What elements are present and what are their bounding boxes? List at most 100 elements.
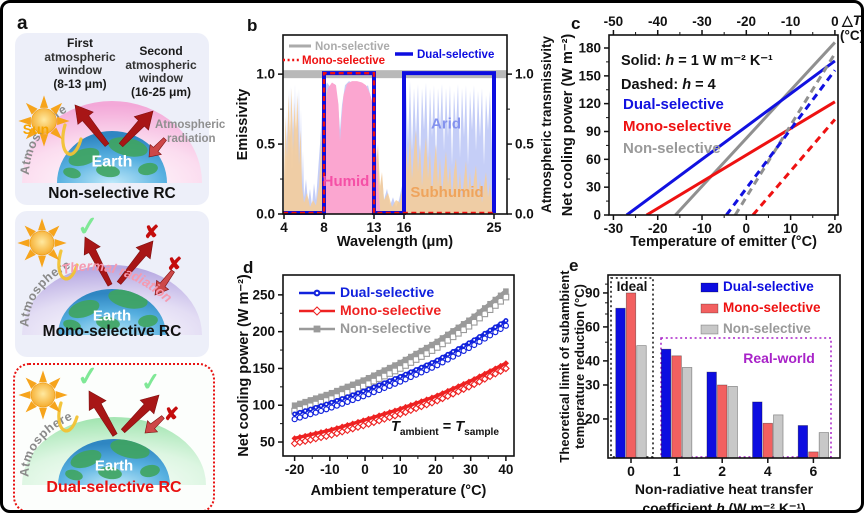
sun-ray	[18, 391, 31, 399]
real-world-region-box	[660, 337, 832, 458]
svg-text:-30: -30	[604, 221, 624, 236]
svg-text:0: 0	[361, 462, 369, 477]
svg-text:0: 0	[743, 221, 751, 236]
caption-mono-selective: Mono-selective RC	[42, 323, 182, 340]
legend-dual-selective: Dual-selective	[723, 279, 814, 294]
svg-text:8: 8	[320, 220, 328, 235]
svg-text:100: 100	[252, 398, 275, 413]
caption-non-selective: Non-selective RC	[48, 185, 176, 202]
sun-ray	[57, 116, 70, 126]
svg-text:10: 10	[393, 462, 408, 477]
first-window-line4: (8-13 μm)	[53, 76, 107, 91]
sun-ray	[54, 239, 67, 247]
svg-text:25: 25	[486, 220, 502, 235]
region-label-humid: Humid	[323, 173, 370, 190]
panel-label-e: e	[569, 256, 578, 275]
svg-text:20: 20	[585, 411, 600, 426]
chart-emissivity-spectra: 4 8 13 16 25 0.0 0.0 0.5 0.5 1.0 1.0 Wavelength (μm…	[235, 16, 554, 250]
bar-non-selective-h2	[727, 386, 738, 459]
svg-text:60: 60	[585, 319, 600, 334]
x-axis-label: Wavelength (μm)	[337, 234, 453, 250]
radiation-arrow	[154, 269, 175, 296]
panel-label-c: c	[571, 14, 580, 33]
svg-text:4: 4	[280, 220, 288, 235]
sun-ray	[39, 95, 49, 108]
radiation-arrow	[88, 390, 118, 437]
cross-icon: ✘	[164, 404, 180, 424]
y-axis-label-line2: temperature reduction (°C)	[572, 284, 587, 449]
legend-mono-selective: Mono-selective	[340, 302, 441, 318]
sun-ray	[25, 102, 38, 115]
svg-text:0: 0	[627, 463, 635, 479]
sun-icon	[31, 108, 57, 134]
radiation-arrow	[83, 236, 113, 287]
svg-text:2: 2	[718, 463, 726, 479]
x-axis-label-line2: coefficient h (W m⁻² K⁻¹)	[642, 500, 805, 513]
legend-non-selective: Non-selective	[315, 41, 390, 53]
panel-label-a: a	[17, 13, 28, 34]
svg-text:40: 40	[585, 353, 600, 368]
sun-ray	[17, 239, 30, 247]
legend-mono-selective: Mono-selective	[723, 300, 821, 315]
sun-ray	[25, 377, 37, 389]
legend-non-selective: Non-selective	[340, 320, 431, 336]
svg-text:90: 90	[585, 285, 600, 300]
second-window-line3: window	[139, 71, 183, 86]
svg-text:0: 0	[831, 14, 839, 29]
bar-non-selective-h1	[681, 367, 693, 459]
atmospheric-radiation-label: Atmospheric radiation	[155, 119, 226, 145]
card-mono-selective: Atmosphere Earth Thermal radiation ✓ ✘ ✘ M…	[15, 210, 209, 357]
caption-dual-selective: Dual-selective RC	[46, 479, 182, 496]
cross-icon: ✘	[144, 222, 160, 242]
svg-text:0: 0	[593, 208, 601, 223]
chart-cooling-power-vs-emitter-temp: -30-50-20-40-10-300-2010-102000306090120…	[560, 12, 861, 250]
svg-text:150: 150	[578, 68, 601, 83]
earth-label: Earth	[92, 153, 133, 170]
second-window-label: Second atmospheric window (16-25 μm)	[117, 44, 205, 99]
svg-text:0.0: 0.0	[515, 207, 534, 222]
svg-text:90: 90	[586, 124, 601, 139]
spectrum-humid	[322, 81, 381, 214]
svg-text:-20: -20	[285, 462, 305, 477]
svg-text:150: 150	[252, 361, 275, 376]
first-window-label: First atmospheric window (8-13 μm)	[37, 36, 123, 91]
sun-ray	[38, 218, 46, 231]
svg-text:-30: -30	[692, 14, 712, 29]
annotation-dashed-h4: Dashed: h = 4	[621, 77, 716, 93]
legend-mono-selective: Mono-selective	[302, 55, 385, 67]
y-axis-label-left: Emissivity	[235, 89, 251, 161]
svg-text:16: 16	[396, 220, 412, 235]
earth-label: Earth	[93, 307, 131, 324]
svg-text:13: 13	[366, 220, 382, 235]
chart-temperature-reduction-bars: Ideal Real-world 20 30 40 60 90 0 1 2 4 6 Non-radiat…	[557, 256, 841, 513]
svg-text:4: 4	[764, 463, 772, 479]
second-window-line4: (16-25 μm)	[130, 84, 192, 99]
y-axis-label-right: Atmospheric transmissivity	[539, 35, 554, 213]
bar-non-selective-h6	[818, 432, 829, 459]
line-mono-selective-h4	[751, 118, 837, 215]
svg-text:180: 180	[578, 40, 601, 55]
sun-icon	[30, 382, 56, 408]
region-label-subhumid: Subhumid	[410, 184, 483, 201]
second-window-line2: atmospheric	[125, 57, 197, 72]
sun-ray	[39, 134, 49, 147]
non-selective-emissivity-band	[283, 70, 507, 79]
sun-ray	[50, 102, 63, 115]
line-non-selective-h4	[733, 52, 837, 215]
sun-ray	[39, 370, 47, 383]
svg-text:-10: -10	[781, 14, 801, 29]
x-axis-label-line1: Non-radiative heat transfer	[635, 481, 814, 497]
sun-ray	[25, 127, 38, 140]
radiation-arrow	[116, 240, 154, 285]
panel-label-d: d	[243, 258, 253, 277]
svg-text:1.0: 1.0	[515, 67, 534, 82]
bar-dual-selective-h6	[797, 425, 808, 459]
sun-ray	[49, 401, 61, 413]
line-dual-selective-h1	[625, 59, 836, 215]
sun-ray	[48, 225, 60, 237]
radiation-arrow	[144, 415, 165, 434]
bar-non-selective-h0	[636, 345, 647, 459]
